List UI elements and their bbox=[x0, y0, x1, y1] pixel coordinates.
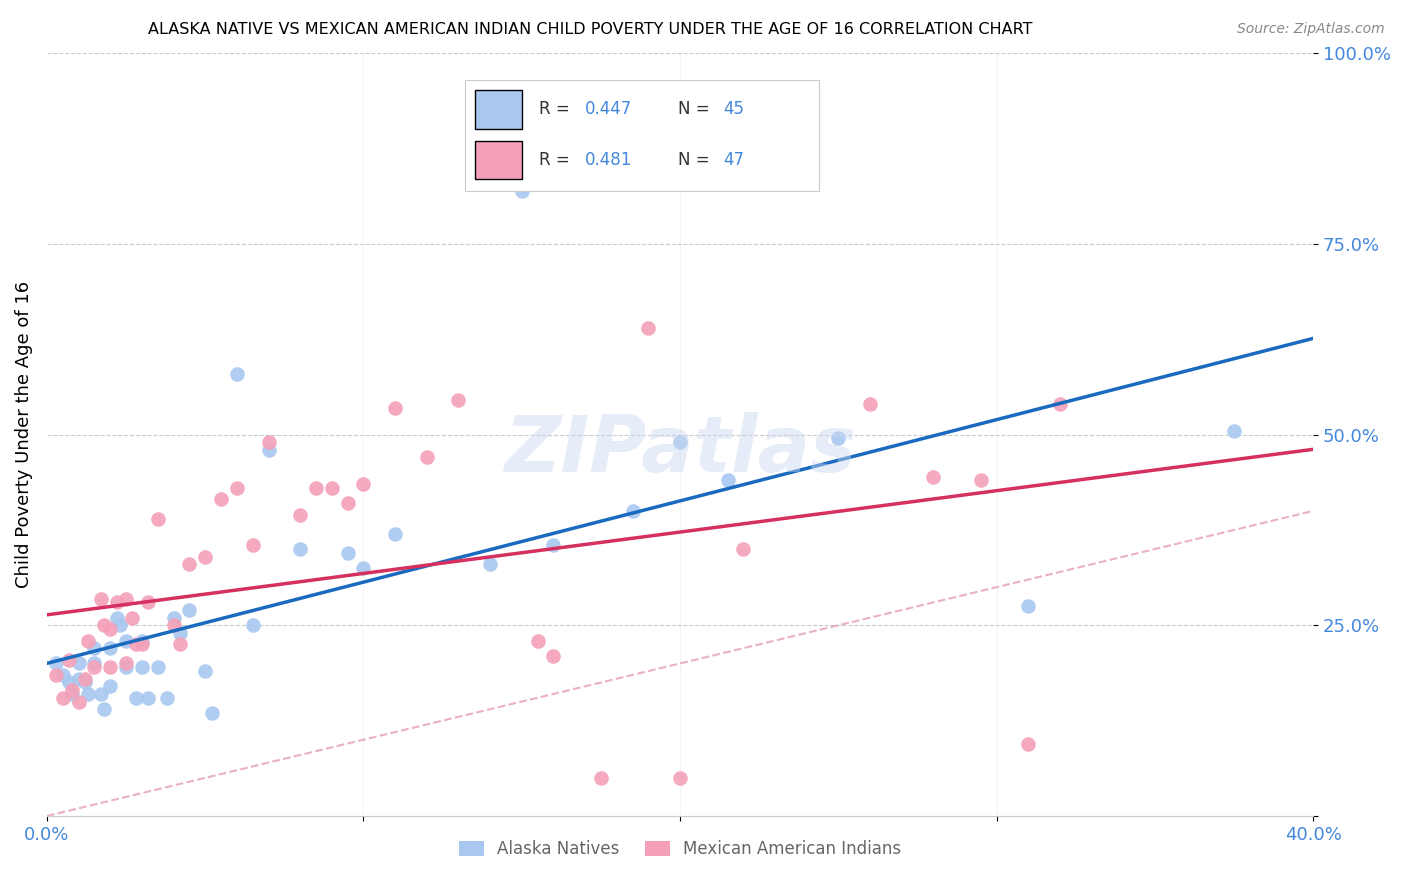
Point bbox=[321, 481, 343, 495]
Point bbox=[1049, 397, 1071, 411]
Text: ALASKA NATIVE VS MEXICAN AMERICAN INDIAN CHILD POVERTY UNDER THE AGE OF 16 CORRE: ALASKA NATIVE VS MEXICAN AMERICAN INDIAN… bbox=[148, 22, 1033, 37]
Legend: Alaska Natives, Mexican American Indians: Alaska Natives, Mexican American Indians bbox=[453, 833, 908, 865]
Point bbox=[384, 401, 406, 415]
Point bbox=[922, 469, 945, 483]
Point bbox=[67, 657, 90, 671]
Point bbox=[169, 637, 191, 651]
Y-axis label: Child Poverty Under the Age of 16: Child Poverty Under the Age of 16 bbox=[15, 281, 32, 588]
Point bbox=[131, 637, 153, 651]
Point bbox=[60, 683, 83, 698]
Point bbox=[162, 618, 184, 632]
Point bbox=[733, 541, 755, 556]
Point bbox=[98, 660, 121, 674]
Point bbox=[194, 664, 217, 678]
Point bbox=[77, 687, 100, 701]
Point bbox=[1017, 737, 1039, 751]
Point bbox=[621, 504, 644, 518]
Point bbox=[131, 660, 153, 674]
Point bbox=[716, 474, 738, 488]
Point bbox=[60, 687, 83, 701]
Point bbox=[1017, 599, 1039, 614]
Point bbox=[242, 538, 264, 552]
Point bbox=[156, 690, 179, 705]
Point bbox=[1223, 424, 1246, 438]
Point bbox=[45, 657, 67, 671]
Point bbox=[353, 477, 375, 491]
Point bbox=[73, 675, 96, 690]
Point bbox=[479, 558, 502, 572]
Point bbox=[200, 706, 222, 720]
Point bbox=[73, 672, 96, 686]
Point bbox=[288, 508, 311, 522]
Point bbox=[58, 652, 80, 666]
Point bbox=[115, 660, 138, 674]
Point bbox=[543, 538, 565, 552]
Point bbox=[225, 481, 247, 495]
Point bbox=[305, 481, 328, 495]
Point bbox=[121, 610, 143, 624]
Point bbox=[83, 657, 105, 671]
Point bbox=[353, 561, 375, 575]
Point bbox=[136, 595, 159, 609]
Text: ZIPatlas: ZIPatlas bbox=[503, 412, 856, 488]
Point bbox=[105, 595, 128, 609]
Point bbox=[146, 660, 169, 674]
Point bbox=[336, 546, 359, 560]
Point bbox=[447, 393, 470, 408]
Point bbox=[827, 431, 849, 445]
Point bbox=[179, 558, 201, 572]
Point bbox=[589, 771, 612, 785]
Point bbox=[637, 321, 659, 335]
Point bbox=[124, 690, 146, 705]
Point bbox=[526, 633, 548, 648]
Point bbox=[98, 679, 121, 693]
Point bbox=[105, 610, 128, 624]
Point bbox=[115, 633, 138, 648]
Point bbox=[194, 549, 217, 564]
Point bbox=[67, 672, 90, 686]
Point bbox=[58, 675, 80, 690]
Point bbox=[225, 367, 247, 381]
Point bbox=[77, 633, 100, 648]
Point bbox=[209, 492, 232, 507]
Point bbox=[162, 610, 184, 624]
Point bbox=[90, 591, 112, 606]
Point bbox=[146, 511, 169, 525]
Point bbox=[257, 435, 280, 450]
Point bbox=[169, 626, 191, 640]
Point bbox=[124, 637, 146, 651]
Point bbox=[93, 618, 115, 632]
Point bbox=[131, 633, 153, 648]
Point bbox=[669, 771, 692, 785]
Point bbox=[136, 690, 159, 705]
Point bbox=[83, 660, 105, 674]
Point bbox=[108, 618, 131, 632]
Point bbox=[859, 397, 882, 411]
Point bbox=[970, 474, 993, 488]
Point bbox=[90, 687, 112, 701]
Point bbox=[98, 622, 121, 636]
Point bbox=[510, 184, 533, 198]
Point bbox=[45, 668, 67, 682]
Point bbox=[115, 657, 138, 671]
Point bbox=[98, 641, 121, 656]
Point bbox=[543, 648, 565, 663]
Point bbox=[257, 442, 280, 457]
Point bbox=[242, 618, 264, 632]
Point bbox=[67, 695, 90, 709]
Point bbox=[669, 435, 692, 450]
Point bbox=[416, 450, 439, 465]
Point bbox=[52, 690, 75, 705]
Point bbox=[52, 668, 75, 682]
Point bbox=[115, 591, 138, 606]
Point bbox=[83, 641, 105, 656]
Point bbox=[288, 541, 311, 556]
Point bbox=[93, 702, 115, 716]
Text: Source: ZipAtlas.com: Source: ZipAtlas.com bbox=[1237, 22, 1385, 37]
Point bbox=[384, 526, 406, 541]
Point bbox=[336, 496, 359, 510]
Point bbox=[179, 603, 201, 617]
